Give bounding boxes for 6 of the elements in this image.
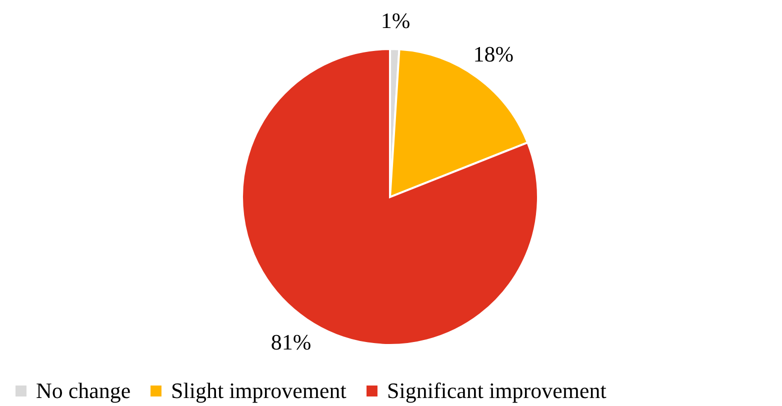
data-label: 18% [473, 42, 514, 67]
data-label: 1% [380, 8, 410, 34]
legend-label: Significant improvement [387, 378, 606, 403]
legend-label: No change [36, 378, 131, 403]
data-label: 81% [270, 330, 312, 355]
legend-label: Slight improvement [171, 378, 346, 403]
